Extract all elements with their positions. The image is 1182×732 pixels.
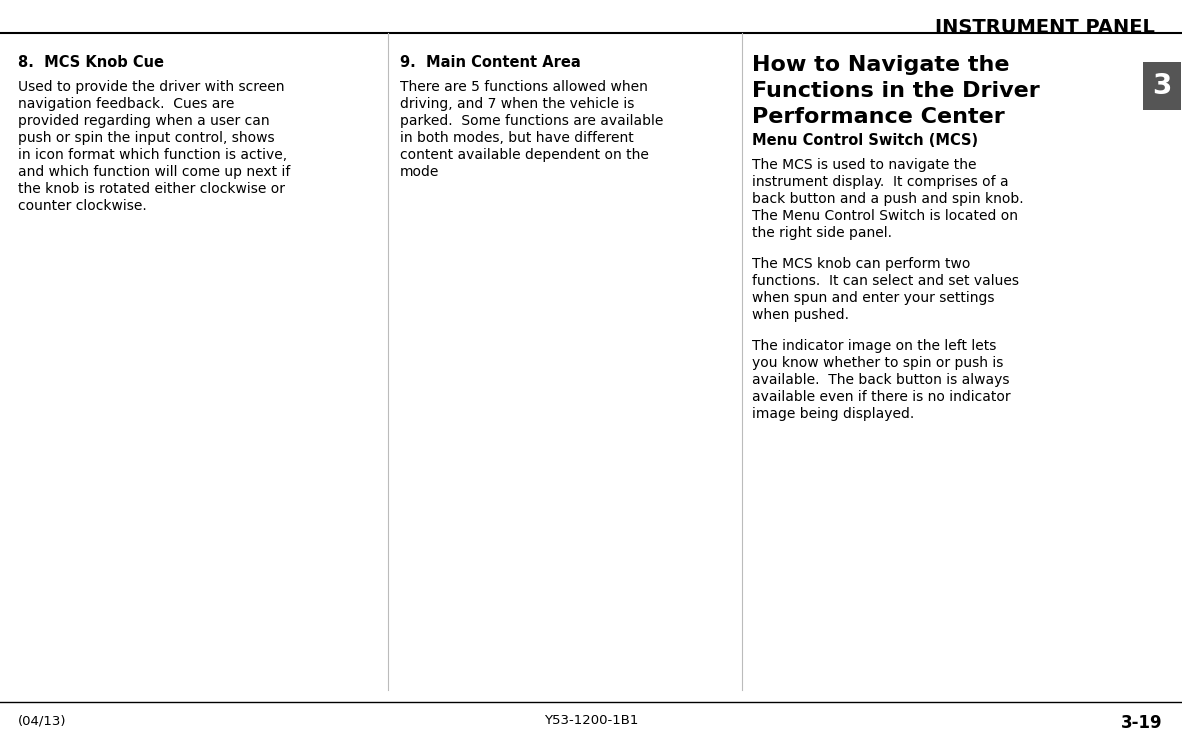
Text: available even if there is no indicator: available even if there is no indicator bbox=[752, 390, 1011, 404]
Text: The indicator image on the left lets: The indicator image on the left lets bbox=[752, 339, 996, 353]
Text: parked.  Some functions are available: parked. Some functions are available bbox=[400, 114, 663, 128]
Text: content available dependent on the: content available dependent on the bbox=[400, 148, 649, 162]
Text: Functions in the Driver: Functions in the Driver bbox=[752, 81, 1040, 101]
Text: 3-19: 3-19 bbox=[1121, 714, 1162, 732]
Text: instrument display.  It comprises of a: instrument display. It comprises of a bbox=[752, 175, 1008, 189]
Text: Menu Control Switch (MCS): Menu Control Switch (MCS) bbox=[752, 133, 979, 148]
Text: image being displayed.: image being displayed. bbox=[752, 407, 914, 421]
Text: push or spin the input control, shows: push or spin the input control, shows bbox=[18, 131, 274, 145]
Text: driving, and 7 when the vehicle is: driving, and 7 when the vehicle is bbox=[400, 97, 635, 111]
Text: the right side panel.: the right side panel. bbox=[752, 226, 892, 240]
FancyBboxPatch shape bbox=[1143, 62, 1181, 110]
Text: navigation feedback.  Cues are: navigation feedback. Cues are bbox=[18, 97, 234, 111]
Text: in icon format which function is active,: in icon format which function is active, bbox=[18, 148, 287, 162]
Text: The MCS is used to navigate the: The MCS is used to navigate the bbox=[752, 158, 976, 172]
Text: Used to provide the driver with screen: Used to provide the driver with screen bbox=[18, 80, 285, 94]
Text: How to Navigate the: How to Navigate the bbox=[752, 55, 1009, 75]
Text: the knob is rotated either clockwise or: the knob is rotated either clockwise or bbox=[18, 182, 285, 196]
Text: 9.  Main Content Area: 9. Main Content Area bbox=[400, 55, 580, 70]
Text: counter clockwise.: counter clockwise. bbox=[18, 199, 147, 213]
Text: you know whether to spin or push is: you know whether to spin or push is bbox=[752, 356, 1004, 370]
Text: Y53-1200-1B1: Y53-1200-1B1 bbox=[544, 714, 638, 727]
Text: The MCS knob can perform two: The MCS knob can perform two bbox=[752, 257, 970, 271]
Text: in both modes, but have different: in both modes, but have different bbox=[400, 131, 634, 145]
Text: There are 5 functions allowed when: There are 5 functions allowed when bbox=[400, 80, 648, 94]
Text: functions.  It can select and set values: functions. It can select and set values bbox=[752, 274, 1019, 288]
Text: and which function will come up next if: and which function will come up next if bbox=[18, 165, 291, 179]
Text: 3: 3 bbox=[1152, 72, 1171, 100]
Text: mode: mode bbox=[400, 165, 440, 179]
Text: (04/13): (04/13) bbox=[18, 714, 66, 727]
Text: The Menu Control Switch is located on: The Menu Control Switch is located on bbox=[752, 209, 1018, 223]
Text: available.  The back button is always: available. The back button is always bbox=[752, 373, 1009, 387]
Text: when spun and enter your settings: when spun and enter your settings bbox=[752, 291, 994, 305]
Text: Performance Center: Performance Center bbox=[752, 107, 1005, 127]
Text: provided regarding when a user can: provided regarding when a user can bbox=[18, 114, 269, 128]
Text: back button and a push and spin knob.: back button and a push and spin knob. bbox=[752, 192, 1024, 206]
Text: INSTRUMENT PANEL: INSTRUMENT PANEL bbox=[935, 18, 1155, 37]
Text: 8.  MCS Knob Cue: 8. MCS Knob Cue bbox=[18, 55, 164, 70]
Text: when pushed.: when pushed. bbox=[752, 308, 849, 322]
